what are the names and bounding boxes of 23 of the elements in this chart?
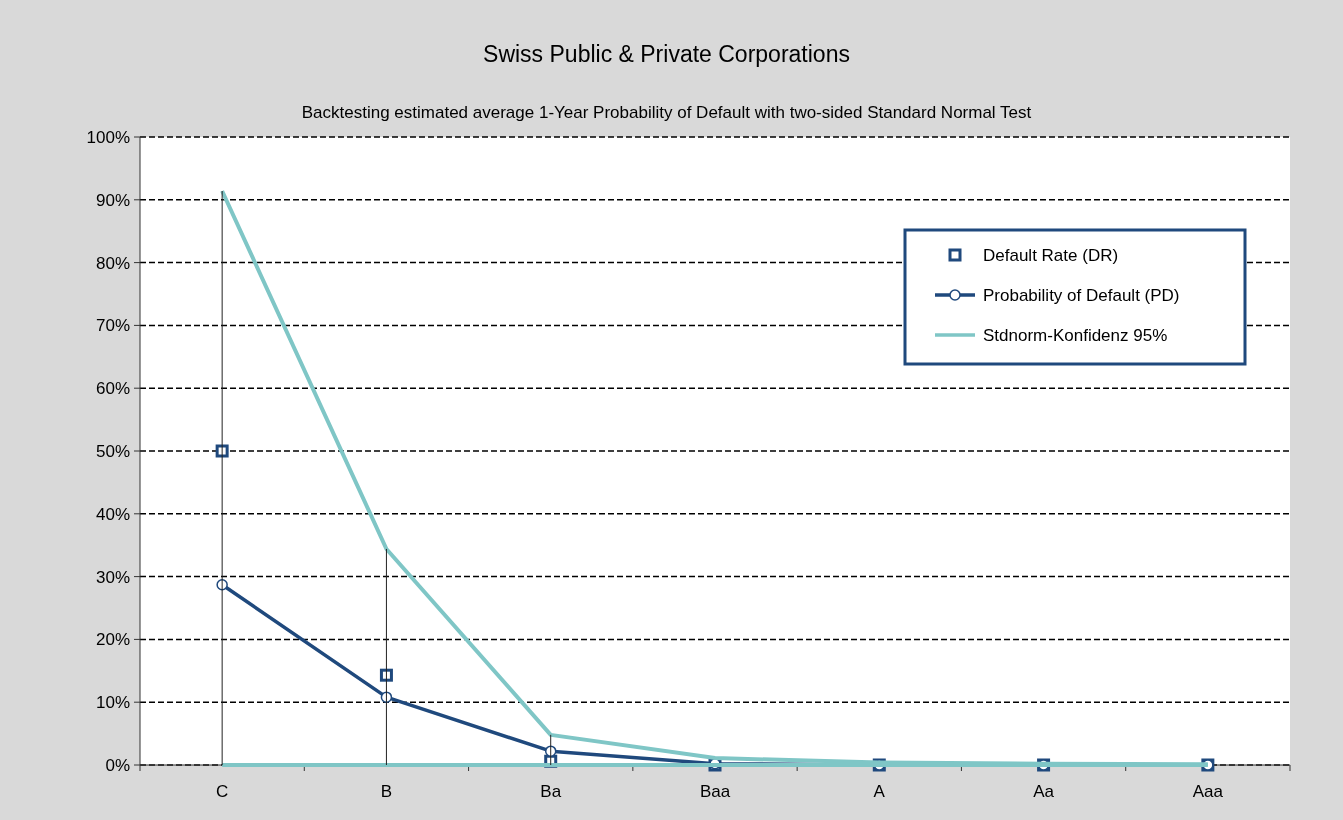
y-tick-label: 80% — [95, 253, 130, 273]
y-tick-label: 0% — [105, 755, 130, 775]
y-tick-label: 30% — [95, 567, 130, 587]
legend-label: Default Rate (DR) — [983, 245, 1119, 265]
x-tick-label: Aaa — [1192, 782, 1224, 801]
y-tick-label: 70% — [95, 316, 130, 336]
chart-subtitle: Backtesting estimated average 1-Year Probability of Default with two-sided Standard Normal Test — [301, 103, 1032, 122]
x-tick-label: B — [380, 782, 393, 801]
chart-title: Swiss Public & Private Corporations — [483, 41, 850, 67]
y-tick-label: 10% — [95, 693, 130, 713]
y-tick-label: 50% — [95, 441, 130, 461]
y-tick-label: 90% — [95, 190, 130, 210]
y-tick-label: 20% — [95, 630, 130, 650]
x-tick-label: Baa — [699, 782, 731, 801]
x-tick-label: Ba — [540, 782, 562, 801]
legend-label: Stdnorm-Konfidenz 95% — [983, 325, 1168, 345]
x-tick-label: A — [873, 782, 886, 801]
x-tick-label: Aa — [1033, 782, 1055, 801]
y-tick-label: 60% — [95, 379, 130, 399]
y-tick-label: 100% — [86, 127, 130, 147]
x-tick-label: C — [216, 782, 229, 801]
y-tick-label: 40% — [95, 504, 130, 524]
legend-label: Probability of Default (PD) — [983, 285, 1180, 305]
